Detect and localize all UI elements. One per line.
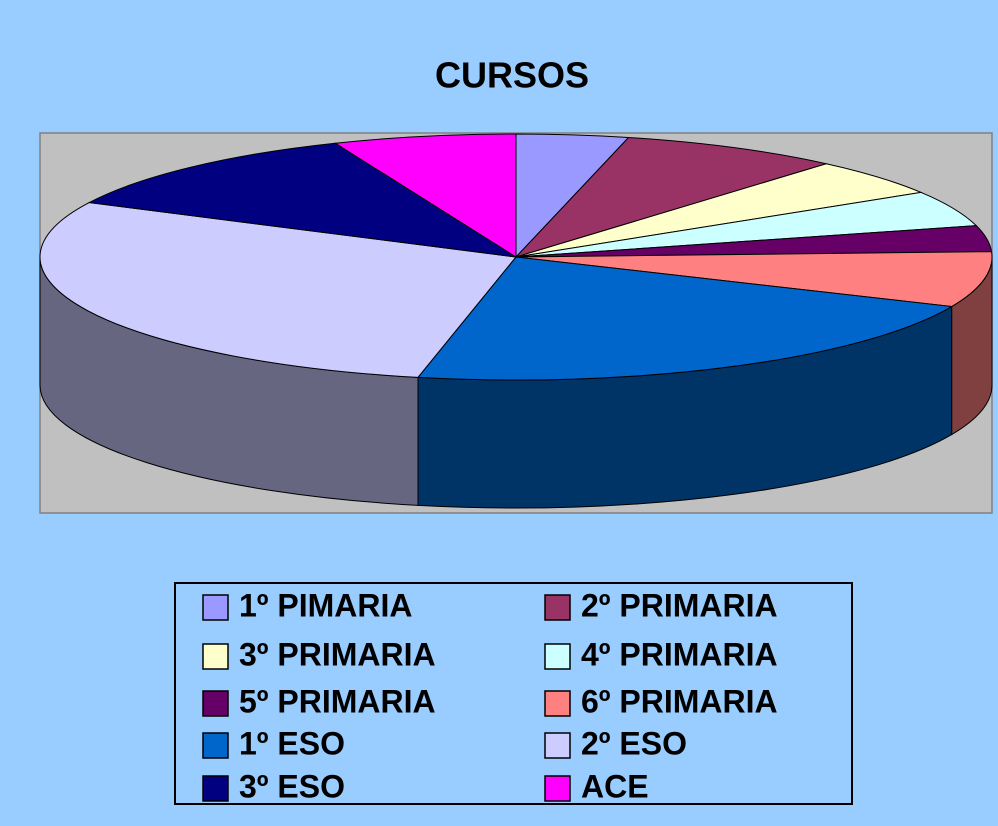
legend-label: 2º ESO (581, 725, 687, 761)
slice (515, 251, 993, 308)
legend-label: ACE (581, 768, 649, 804)
slice (39, 202, 517, 378)
legend-label: 3º ESO (239, 768, 345, 804)
legend-swatch (202, 732, 229, 759)
slice (87, 142, 517, 258)
legend-swatch (544, 775, 571, 802)
legend-swatch (202, 594, 229, 621)
legend-label: 3º PRIMARIA (239, 636, 436, 672)
legend-swatch (202, 643, 229, 670)
legend-swatch (544, 690, 571, 717)
legend-swatch (544, 594, 571, 621)
slice (514, 136, 829, 259)
slice (515, 163, 923, 258)
legend (174, 582, 853, 805)
legend-label: 4º PRIMARIA (581, 636, 778, 672)
legend-label: 5º PRIMARIA (239, 683, 436, 719)
chart-title: CURSOS (435, 55, 589, 96)
legend-swatch (202, 690, 229, 717)
slice (417, 256, 954, 381)
legend-swatch (544, 732, 571, 759)
legend-swatch (202, 775, 229, 802)
legend-swatch (544, 643, 571, 670)
slice (333, 133, 517, 258)
legend-label: 1º ESO (239, 725, 345, 761)
legend-label: 1º PIMARIA (239, 587, 412, 623)
legend-label: 6º PRIMARIA (581, 683, 778, 719)
legend-label: 2º PRIMARIA (581, 587, 778, 623)
